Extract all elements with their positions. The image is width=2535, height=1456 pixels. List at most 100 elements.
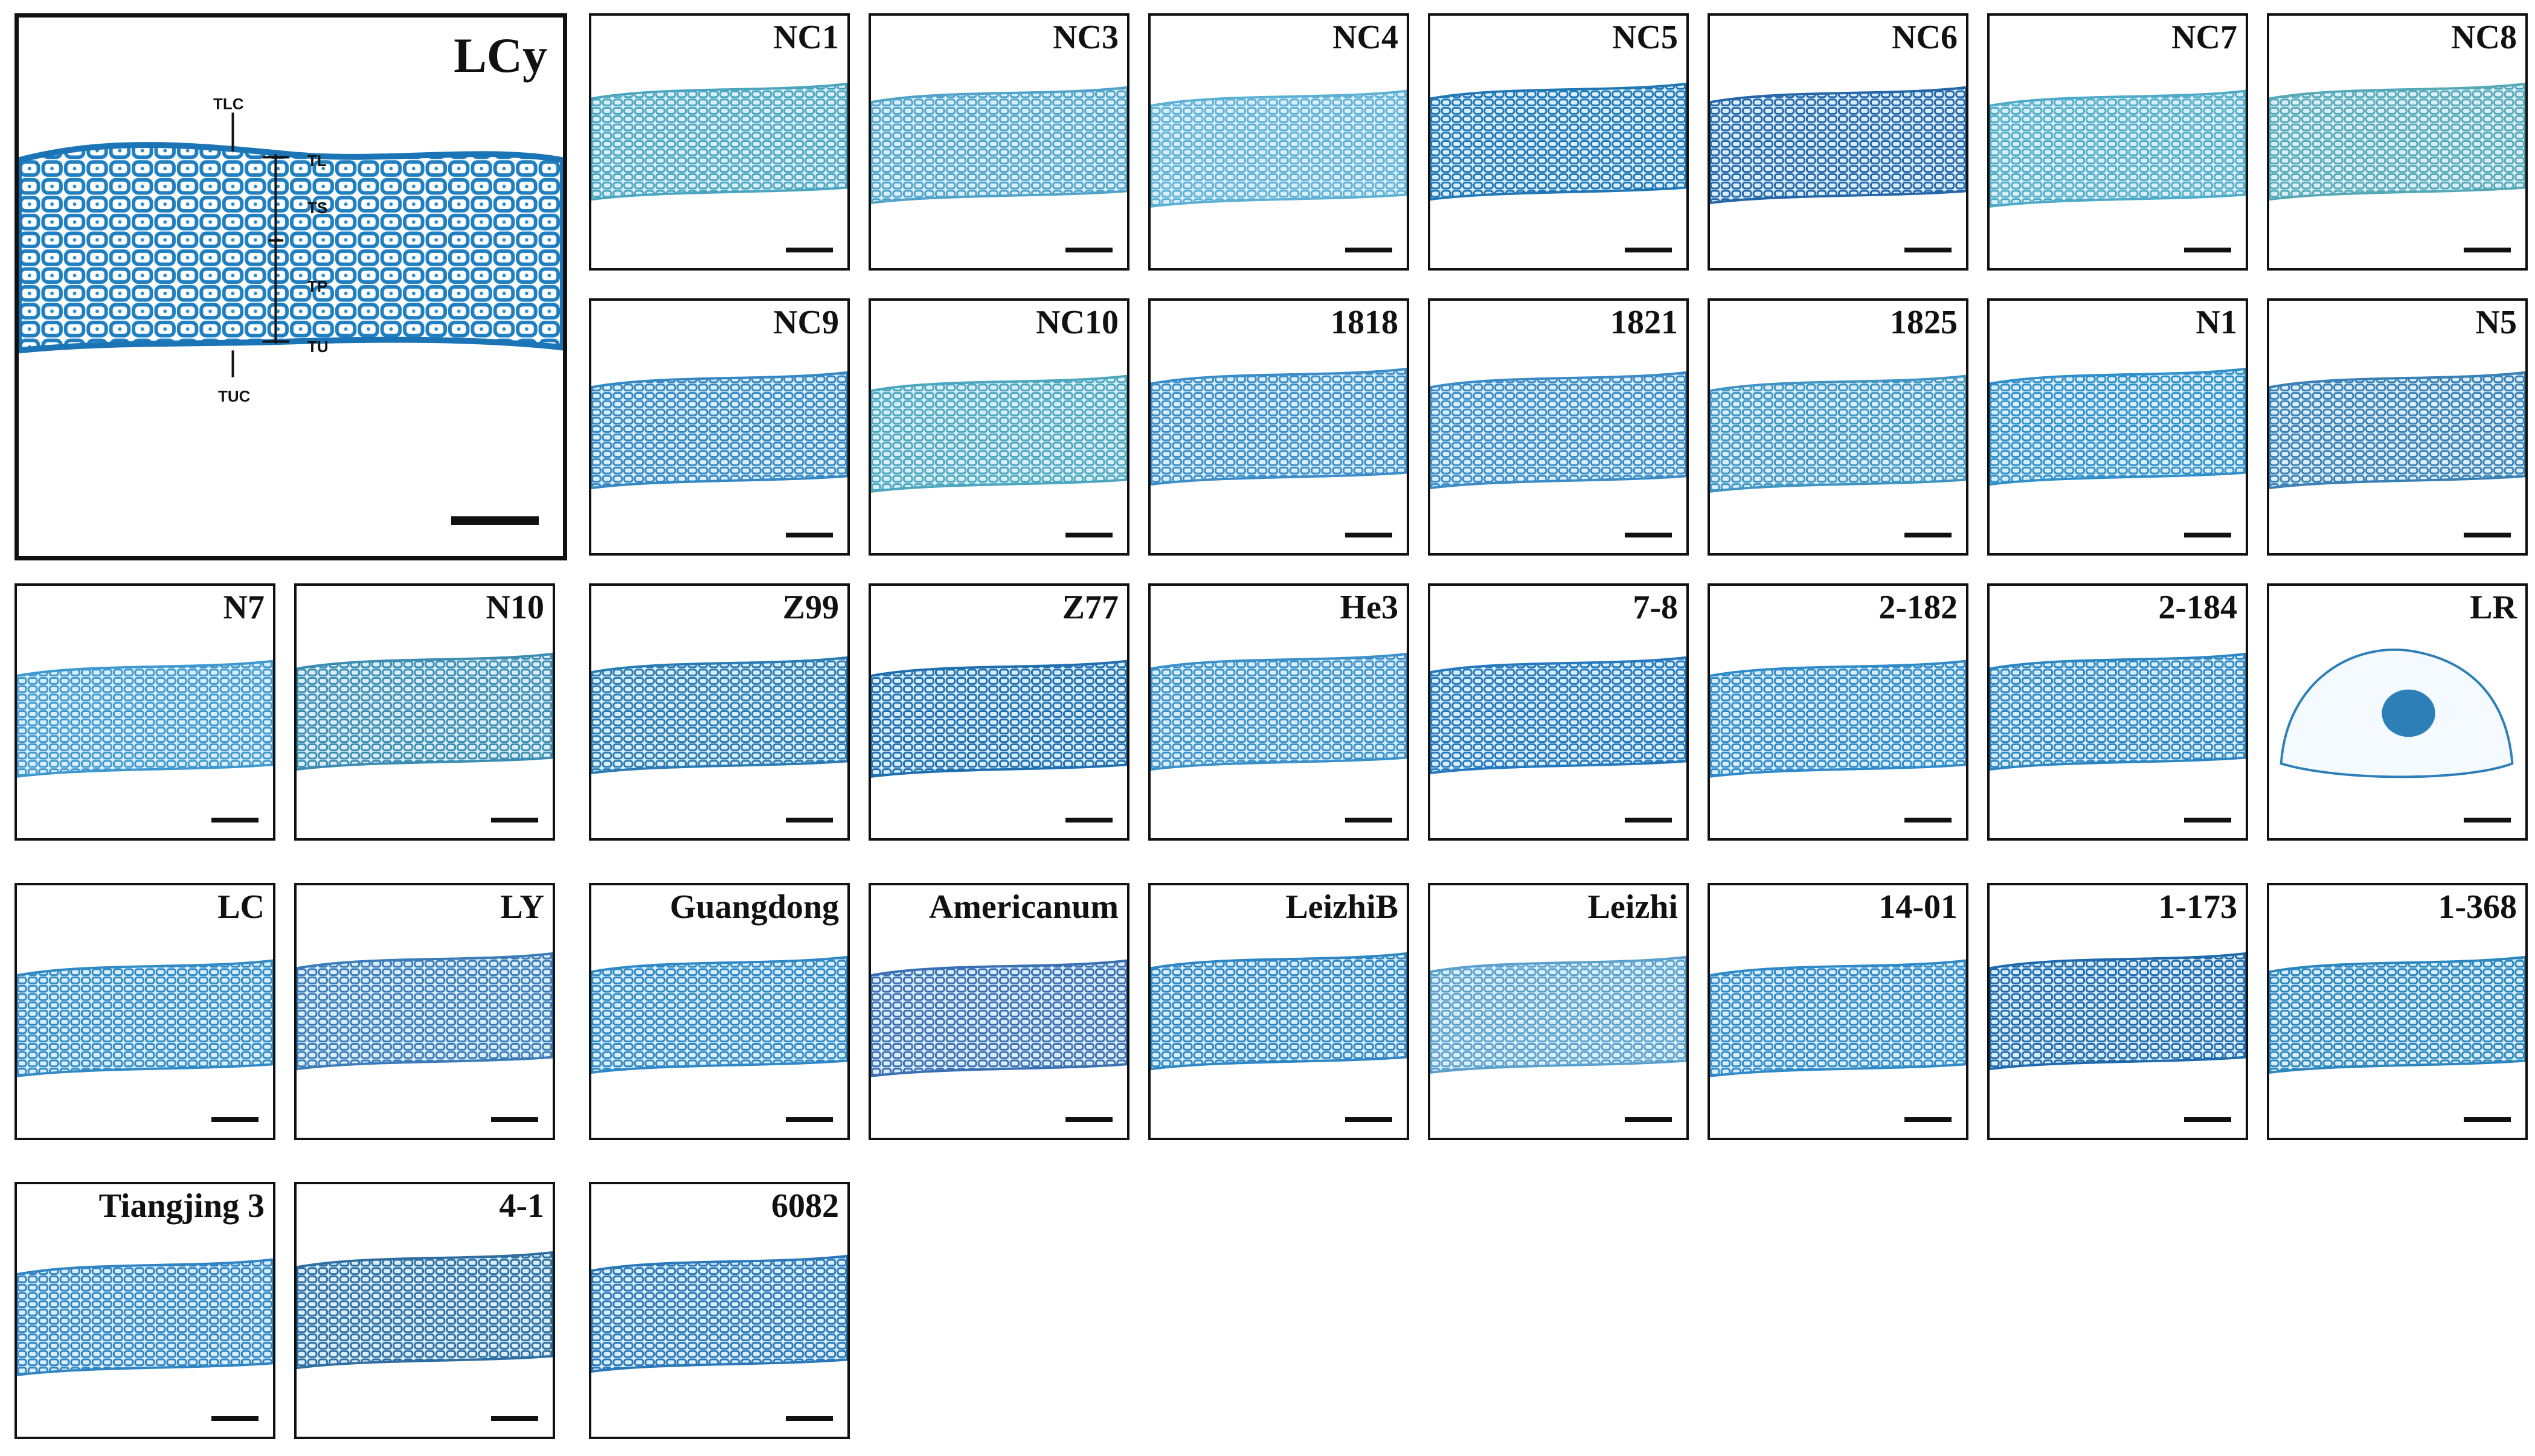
tissue-section <box>591 1254 847 1373</box>
scale-bar <box>1625 248 1672 252</box>
scale-bar <box>211 1117 259 1122</box>
tissue-section <box>1151 952 1407 1071</box>
tissue-section <box>1710 659 1966 778</box>
tissue-section <box>17 659 273 778</box>
tissue-section <box>1990 952 2246 1071</box>
panel-label: He3 <box>1340 589 1398 626</box>
scale-bar <box>2464 1117 2511 1122</box>
panel-tiangjing-3: Tiangjing 3 <box>14 1182 275 1439</box>
panel-nc7: NC7 <box>1987 13 2248 271</box>
panel-1825: 1825 <box>1708 298 1968 556</box>
scale-bar <box>1904 248 1952 252</box>
scale-bar <box>1904 1117 1952 1122</box>
scale-bar <box>211 1416 259 1421</box>
panel-leizhi: Leizhi <box>1428 883 1689 1140</box>
scale-bar <box>1065 818 1113 823</box>
panel-4-1: 4-1 <box>294 1182 555 1439</box>
panel-nc1: NC1 <box>589 13 850 271</box>
tissue-section <box>1151 367 1407 486</box>
scale-bar <box>2184 533 2231 537</box>
panel-label: 1821 <box>1610 304 1678 341</box>
panel-n7: N7 <box>14 583 275 841</box>
tissue-section <box>1710 959 1966 1077</box>
panel-2-182: 2-182 <box>1708 583 1968 841</box>
scale-bar <box>786 533 833 537</box>
tissue-section <box>2280 648 2514 778</box>
panel-1821: 1821 <box>1428 298 1689 556</box>
scale-bar <box>1625 533 1672 537</box>
panel-label: 1818 <box>1331 304 1398 341</box>
tissue-section <box>871 659 1127 778</box>
panel-nc8: NC8 <box>2267 13 2528 271</box>
panel-nc6: NC6 <box>1708 13 1968 271</box>
scale-bar <box>786 248 833 252</box>
panel-label: LCy <box>454 28 547 83</box>
panel-label: 6082 <box>771 1187 839 1225</box>
panel-1-173: 1-173 <box>1987 883 2248 1140</box>
tissue-section <box>591 82 847 201</box>
tissue-section <box>591 656 847 775</box>
tissue-section <box>17 1258 273 1376</box>
panel-label: 2-182 <box>1878 589 1958 626</box>
panel-label: Z99 <box>782 589 839 626</box>
panel-2-184: 2-184 <box>1987 583 2248 841</box>
tissue-section <box>1990 89 2246 208</box>
tissue-section <box>1710 86 1966 205</box>
panel-label: Guangdong <box>669 888 839 926</box>
scale-bar <box>491 818 538 823</box>
scale-bar <box>1345 533 1392 537</box>
tissue-section <box>1151 652 1407 771</box>
tissue-section <box>1430 656 1686 775</box>
panel-leizhib: LeizhiB <box>1148 883 1409 1140</box>
panel-n10: N10 <box>294 583 555 841</box>
scale-bar <box>2184 248 2231 252</box>
panel-label: 14-01 <box>1878 888 1958 926</box>
scale-bar <box>2464 248 2511 252</box>
panel-label: Americanum <box>928 888 1119 926</box>
panel-nc3: NC3 <box>869 13 1129 271</box>
panel-label: N5 <box>2475 304 2517 341</box>
scale-bar <box>491 1416 538 1421</box>
panel-label: NC6 <box>1892 19 1958 56</box>
tissue-section <box>591 371 847 490</box>
scale-bar <box>2464 533 2511 537</box>
tissue-section <box>2269 82 2525 201</box>
tissue-section <box>1430 82 1686 201</box>
panel-n1: N1 <box>1987 298 2248 556</box>
panel-label: LeizhiB <box>1285 888 1398 926</box>
tissue-section <box>1430 955 1686 1074</box>
scale-bar <box>1065 1117 1113 1122</box>
scale-bar <box>491 1117 538 1122</box>
tissue-section <box>591 955 847 1074</box>
panel-label: N10 <box>486 589 544 626</box>
panel-label: NC4 <box>1332 19 1398 56</box>
scale-bar <box>1625 818 1672 823</box>
tissue-section <box>297 652 553 771</box>
panel-7-8: 7-8 <box>1428 583 1689 841</box>
panel-label: NC3 <box>1053 19 1119 56</box>
tissue-section <box>297 952 553 1071</box>
tissue-section <box>1710 374 1966 493</box>
scale-bar <box>1904 818 1952 823</box>
scale-bar <box>1065 248 1113 252</box>
annotation-tu: TU <box>307 338 329 356</box>
panel-nc9: NC9 <box>589 298 850 556</box>
scale-bar <box>2464 818 2511 823</box>
scale-bar <box>786 1117 833 1122</box>
panel-label: 4-1 <box>499 1187 544 1225</box>
annotation-ts: TS <box>307 199 328 217</box>
panel-lr: LR <box>2267 583 2528 841</box>
panel-lc: LC <box>14 883 275 1140</box>
scale-bar <box>786 1416 833 1421</box>
scale-bar <box>1345 1117 1392 1122</box>
scale-bar <box>2184 818 2231 823</box>
panel-14-01: 14-01 <box>1708 883 1968 1140</box>
panel-label: NC9 <box>773 304 839 341</box>
scale-bar <box>1065 533 1113 537</box>
tissue-section <box>1151 89 1407 208</box>
panel-label: LR <box>2470 589 2517 626</box>
panel-label: NC5 <box>1612 19 1678 56</box>
annotation-tuc: TUC <box>218 387 251 405</box>
panel-label: 1-368 <box>2438 888 2517 926</box>
scale-bar <box>1625 1117 1672 1122</box>
